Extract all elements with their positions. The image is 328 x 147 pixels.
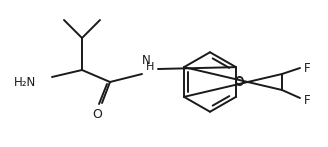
Text: N: N	[142, 54, 150, 66]
Text: F: F	[304, 61, 311, 75]
Text: O: O	[235, 75, 244, 88]
Text: H₂N: H₂N	[14, 76, 36, 88]
Text: O: O	[235, 76, 244, 89]
Text: H: H	[146, 62, 154, 72]
Text: O: O	[92, 107, 102, 121]
Text: F: F	[304, 93, 311, 106]
